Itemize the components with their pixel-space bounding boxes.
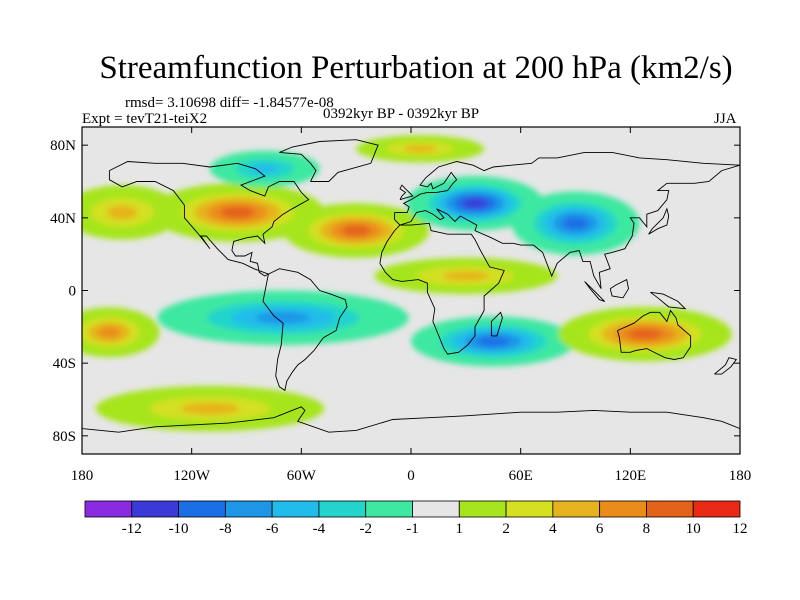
x-tick-label: 0 xyxy=(407,468,415,484)
field-feature xyxy=(627,328,662,340)
colorbar-swatch xyxy=(692,500,741,518)
colorbar-swatch xyxy=(365,500,413,518)
colorbar-label: 2 xyxy=(502,521,510,537)
colorbar-label: -1 xyxy=(406,521,419,537)
experiment-label: Expt = tevT21-teiX2 xyxy=(82,111,208,127)
coastline xyxy=(82,406,740,433)
coastline xyxy=(490,311,503,337)
axes: 180 120W 60W 0 60E 120E 180 80N 40N 0 40S 80S xyxy=(50,127,751,484)
coastline xyxy=(650,291,687,310)
stats-text: rmsd= 3.10698 diff= -1.84577e-08 xyxy=(125,95,334,111)
colorbar-swatch xyxy=(412,500,460,518)
colorbar-label: 10 xyxy=(686,521,701,537)
coastline xyxy=(262,268,348,392)
season-label: JJA xyxy=(714,111,737,127)
y-tick-label: 80S xyxy=(53,429,76,445)
coastline xyxy=(609,278,629,299)
coastline xyxy=(714,357,738,375)
colorbar-swatch xyxy=(505,500,554,518)
field-feature xyxy=(107,205,138,220)
colorbar-label: 1 xyxy=(456,521,464,537)
colorbar-swatch xyxy=(178,500,226,518)
colorbar-swatch xyxy=(646,500,694,518)
colorbar-label: 8 xyxy=(643,521,651,537)
x-tick-label: 120E xyxy=(614,468,646,484)
colorbar-swatch xyxy=(458,500,507,518)
coastline xyxy=(648,207,670,235)
coastline xyxy=(394,151,740,289)
y-tick-label: 40S xyxy=(53,356,76,372)
colorbar-label: -2 xyxy=(359,521,372,537)
colorbar-swatch xyxy=(599,500,647,518)
field-feature xyxy=(462,198,488,209)
field-feature xyxy=(250,164,279,174)
field-feature xyxy=(477,336,510,347)
y-tick-label: 80N xyxy=(50,138,76,154)
colorbar-label: 12 xyxy=(733,521,748,537)
period-label: 0392kyr BP - 0392kyr BP xyxy=(323,106,480,122)
field-feature xyxy=(98,326,121,338)
colorbar-swatch xyxy=(318,500,367,518)
colorbar-label: 4 xyxy=(549,521,557,537)
field-feature xyxy=(220,206,255,219)
colorbar-swatch xyxy=(552,500,601,518)
field-feature xyxy=(403,145,437,153)
colorbar-label: -10 xyxy=(169,521,189,537)
coastline xyxy=(279,139,379,182)
colorbar-label: -8 xyxy=(219,521,232,537)
y-tick-label: 40N xyxy=(50,211,76,227)
x-tick-label: 60W xyxy=(287,468,317,484)
coastline xyxy=(617,309,692,360)
field-feature xyxy=(180,402,240,415)
field-feature xyxy=(341,225,371,236)
colorbar-swatch xyxy=(224,500,273,518)
x-tick-label: 60E xyxy=(509,468,533,484)
coastline xyxy=(399,184,414,201)
colorbar-label: -6 xyxy=(266,521,279,537)
y-tick-label: 0 xyxy=(69,284,77,300)
field-feature xyxy=(255,311,311,324)
colorbar-swatch xyxy=(131,500,179,518)
colorbar: -12 -10 -8 -6 -4 -2 -1 1 2 4 6 8 10 12 xyxy=(84,500,748,537)
colorbar-swatch xyxy=(84,500,133,518)
colorbar-label: -12 xyxy=(122,521,142,537)
x-tick-label: 120W xyxy=(173,468,211,484)
x-tick-label: 180 xyxy=(729,468,752,484)
coastline xyxy=(584,281,606,302)
field-feature xyxy=(562,217,589,230)
colorbar-swatch xyxy=(271,500,320,518)
field-feature xyxy=(442,271,490,281)
colorbar-label: 6 xyxy=(596,521,604,537)
coastline xyxy=(379,222,505,355)
x-tick-label: 180 xyxy=(71,468,94,484)
coastline xyxy=(108,161,310,277)
colorbar-label: -4 xyxy=(313,521,326,537)
coastlines xyxy=(82,139,740,433)
chart-title: Streamfunction Perturbation at 200 hPa (… xyxy=(99,50,733,86)
